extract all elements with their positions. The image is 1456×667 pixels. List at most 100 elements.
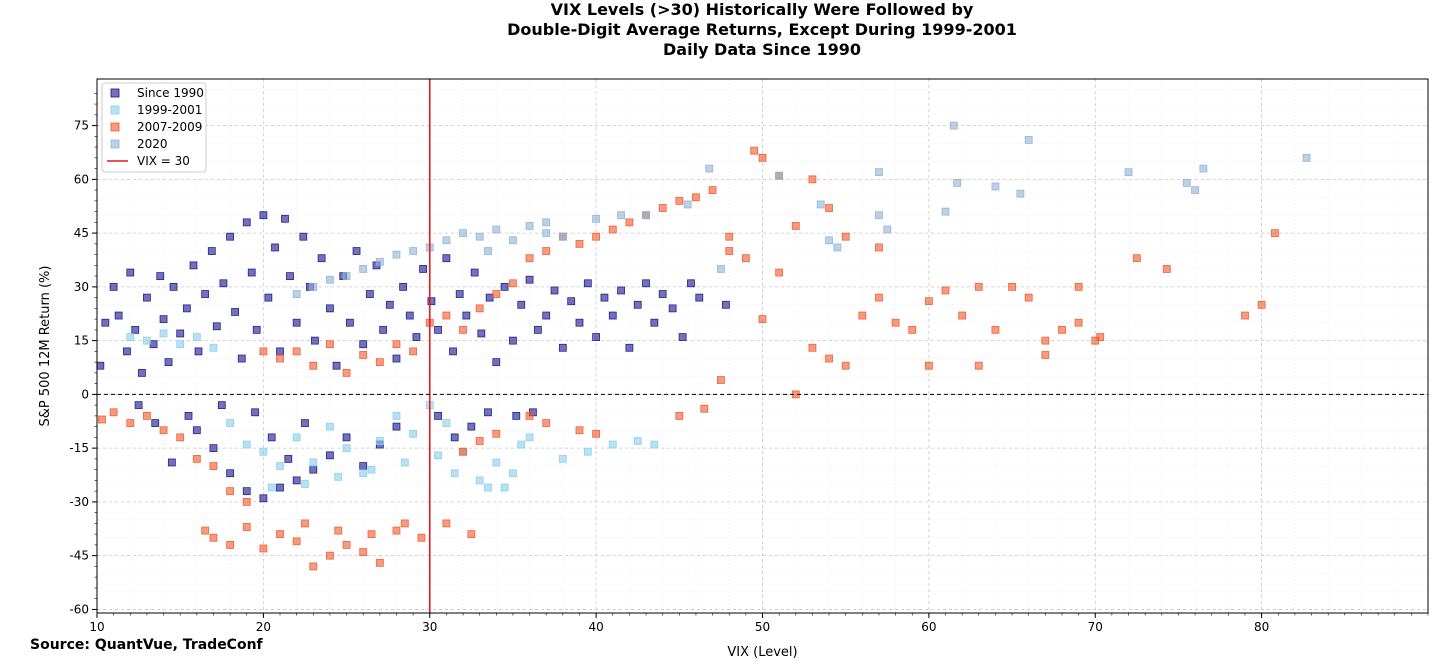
- data-point: [875, 243, 883, 252]
- data-point: [633, 300, 642, 309]
- data-point: [209, 444, 218, 453]
- data-point: [409, 247, 418, 255]
- data-point: [392, 526, 401, 535]
- data-point: [592, 214, 601, 223]
- data-point: [492, 225, 501, 234]
- y-tick-label: 60: [74, 172, 89, 186]
- data-point: [775, 171, 784, 180]
- data-point: [512, 411, 521, 420]
- data-point: [392, 422, 401, 431]
- data-point: [617, 286, 625, 295]
- data-point: [259, 447, 268, 456]
- data-point: [242, 497, 251, 506]
- data-point: [201, 526, 210, 535]
- data-point: [326, 422, 334, 431]
- data-point: [109, 408, 118, 417]
- data-point: [542, 218, 551, 227]
- data-point: [226, 487, 235, 496]
- data-point: [114, 311, 123, 320]
- data-point: [1041, 351, 1050, 359]
- data-point: [276, 530, 284, 539]
- data-point: [192, 333, 201, 341]
- y-tick-label: -30: [69, 495, 89, 509]
- data-point: [409, 347, 418, 356]
- data-point: [442, 311, 451, 320]
- data-point: [550, 286, 559, 295]
- data-point: [334, 526, 343, 535]
- data-point: [192, 454, 201, 463]
- data-point: [467, 422, 476, 431]
- data-point: [247, 268, 256, 277]
- data-point: [242, 440, 251, 449]
- data-point: [908, 325, 917, 334]
- data-point: [442, 236, 451, 245]
- legend-label: 2007-2009: [137, 120, 202, 134]
- data-point: [542, 311, 551, 320]
- data-point: [317, 254, 326, 263]
- data-point: [169, 282, 178, 291]
- data-point: [375, 257, 384, 266]
- data-point: [459, 447, 467, 456]
- data-point: [542, 419, 551, 427]
- data-point: [301, 480, 309, 488]
- y-tick-label: -15: [69, 441, 89, 455]
- data-point: [301, 419, 309, 427]
- data-point: [583, 447, 592, 456]
- data-point: [276, 483, 284, 492]
- data-point: [184, 411, 193, 420]
- data-point: [470, 268, 479, 277]
- data-point: [721, 300, 730, 309]
- data-point: [292, 537, 301, 546]
- data-point: [405, 311, 414, 320]
- data-point: [167, 458, 176, 467]
- data-point: [525, 254, 534, 263]
- data-point: [242, 487, 251, 496]
- data-point: [708, 186, 717, 195]
- data-point: [974, 361, 983, 370]
- data-point: [259, 347, 268, 356]
- data-point: [252, 325, 261, 334]
- data-point: [367, 530, 376, 539]
- data-point: [492, 290, 501, 298]
- legend-marker: [110, 88, 120, 98]
- data-point: [192, 426, 201, 435]
- data-point: [477, 329, 486, 338]
- data-point: [875, 168, 883, 177]
- data-point: [156, 272, 165, 281]
- data-point: [642, 279, 650, 288]
- data-point: [875, 211, 883, 220]
- data-point: [201, 290, 210, 298]
- data-point: [392, 340, 401, 349]
- data-point: [949, 121, 958, 130]
- data-point: [941, 207, 950, 216]
- data-point: [617, 211, 625, 220]
- data-point: [217, 401, 226, 410]
- y-tick-label: 45: [74, 226, 89, 240]
- data-point: [450, 433, 459, 442]
- data-point: [242, 218, 251, 227]
- data-point: [1191, 186, 1199, 195]
- data-point: [825, 204, 833, 212]
- data-point: [176, 340, 185, 349]
- data-point: [309, 458, 318, 467]
- data-point: [958, 311, 967, 320]
- data-point: [326, 451, 334, 460]
- data-point: [484, 408, 492, 417]
- x-tick-label: 10: [89, 620, 104, 634]
- data-point: [109, 282, 118, 291]
- data-point: [705, 164, 714, 173]
- data-point: [592, 232, 601, 241]
- data-point: [375, 358, 384, 367]
- data-point: [309, 282, 318, 291]
- data-point: [625, 218, 634, 227]
- legend-label: 2020: [137, 137, 168, 151]
- data-point: [237, 354, 246, 363]
- data-point: [309, 562, 318, 571]
- data-point: [500, 282, 509, 291]
- y-axis-label: S&P 500 12M Return (%): [38, 266, 53, 427]
- data-point: [259, 211, 268, 220]
- data-point: [98, 415, 106, 424]
- x-tick-label: 30: [422, 620, 437, 634]
- data-point: [159, 315, 168, 324]
- data-point: [392, 411, 401, 420]
